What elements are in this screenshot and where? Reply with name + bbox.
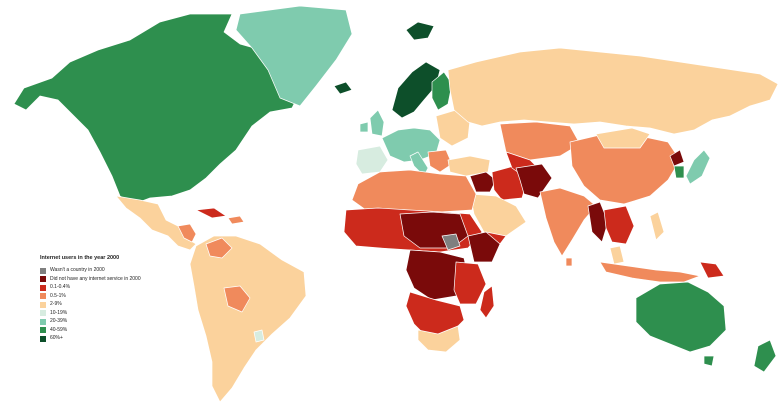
region-greenland bbox=[235, 5, 353, 107]
region-afghanistan bbox=[515, 163, 553, 199]
region-north-america bbox=[13, 13, 301, 205]
legend-swatch bbox=[40, 267, 46, 274]
region-venezuela bbox=[205, 237, 233, 259]
legend-swatch bbox=[40, 293, 46, 299]
legend-swatch bbox=[40, 284, 46, 291]
region-myanmar bbox=[587, 201, 609, 243]
legend-item: 0.1-0.4% bbox=[40, 284, 150, 291]
legend-label: 10-19% bbox=[50, 309, 68, 316]
legend-item: 60%+ bbox=[40, 335, 150, 342]
region-finland bbox=[431, 71, 453, 111]
legend-label: 40-59% bbox=[50, 326, 68, 333]
region-indochina bbox=[603, 205, 635, 245]
legend-label: 60%+ bbox=[50, 335, 63, 341]
region-new-zealand bbox=[753, 339, 777, 373]
region-russia bbox=[447, 47, 779, 135]
region-mongolia bbox=[595, 127, 651, 149]
region-india bbox=[539, 187, 597, 257]
region-madagascar bbox=[479, 285, 495, 319]
legend-swatch bbox=[40, 335, 46, 342]
legend-label: Wasn't a country in 2000 bbox=[50, 267, 105, 273]
legend-swatch bbox=[40, 301, 46, 308]
legend-swatch bbox=[40, 318, 46, 325]
region-iceland bbox=[333, 81, 353, 95]
legend-label: 0.1-0.4% bbox=[50, 284, 71, 290]
region-korea bbox=[673, 165, 685, 179]
legend-item: 20-39% bbox=[40, 318, 150, 325]
region-malaysia bbox=[609, 245, 625, 265]
region-australia bbox=[635, 281, 727, 353]
map-legend: Internet users in the year 2000 Wasn't a… bbox=[40, 255, 150, 344]
legend-swatch bbox=[40, 310, 46, 316]
region-arabia bbox=[469, 193, 527, 237]
region-north-korea bbox=[669, 149, 685, 167]
legend-swatch bbox=[40, 327, 46, 333]
legend-title: Internet users in the year 2000 bbox=[40, 255, 120, 261]
region-turkey bbox=[447, 155, 491, 177]
region-japan bbox=[685, 149, 711, 185]
region-uk bbox=[369, 109, 385, 137]
region-central-africa bbox=[405, 249, 469, 301]
legend-item: 0.5-1% bbox=[40, 292, 150, 299]
legend-item: 2-9% bbox=[40, 301, 150, 308]
region-iberia bbox=[355, 145, 389, 175]
region-philippines bbox=[649, 211, 665, 241]
legend-swatch bbox=[40, 276, 46, 282]
legend-item: 10-19% bbox=[40, 309, 150, 316]
region-ethiopia bbox=[467, 231, 501, 263]
legend-label: 2-9% bbox=[50, 301, 62, 307]
region-sri-lanka bbox=[565, 257, 573, 267]
legend-label: Did not have any internet service in 200… bbox=[50, 275, 141, 282]
region-bolivia bbox=[223, 285, 251, 313]
region-cuba bbox=[195, 207, 227, 219]
region-south-africa bbox=[417, 325, 461, 353]
region-indonesia bbox=[599, 261, 701, 283]
region-svalbard bbox=[405, 21, 435, 41]
region-eritrea bbox=[441, 233, 461, 251]
region-mexico bbox=[115, 195, 197, 251]
legend-label: 20-39% bbox=[50, 318, 68, 324]
region-central-america bbox=[177, 223, 197, 243]
legend-item: Wasn't a country in 2000 bbox=[40, 267, 150, 274]
region-western-europe bbox=[381, 127, 441, 163]
region-ireland bbox=[359, 121, 369, 133]
region-papua-new-guinea bbox=[699, 261, 725, 279]
region-south-america bbox=[189, 235, 307, 403]
legend-label: 0.5-1% bbox=[50, 292, 66, 299]
region-balkans bbox=[427, 149, 453, 173]
region-east-africa bbox=[453, 261, 487, 305]
legend-item: Did not have any internet service in 200… bbox=[40, 275, 150, 282]
region-tasmania bbox=[703, 355, 715, 367]
region-syria-iraq bbox=[469, 171, 497, 193]
legend-item: 40-59% bbox=[40, 326, 150, 333]
region-north-africa bbox=[351, 169, 477, 213]
region-caribbean bbox=[227, 215, 245, 225]
region-uruguay bbox=[253, 329, 265, 343]
